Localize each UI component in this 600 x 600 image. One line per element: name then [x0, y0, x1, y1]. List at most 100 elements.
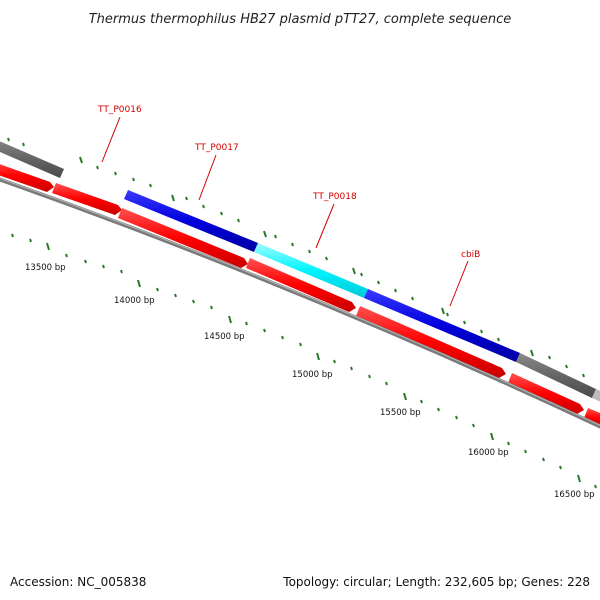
position-label: 14000 bp [114, 296, 155, 306]
backbone-line [0, 177, 600, 429]
outer-tick-track [7, 137, 585, 378]
outer-tick [352, 267, 356, 275]
inner-tick [333, 359, 336, 364]
outer-tick [202, 204, 205, 209]
outer-tick [394, 288, 397, 293]
outer-tick [274, 234, 277, 239]
outer-tick [132, 177, 135, 182]
outer-tick [291, 242, 294, 247]
outer-tick [149, 183, 152, 188]
gene-label-tt-p0017[interactable]: TT_P0017 [194, 143, 239, 153]
inner-tick [350, 366, 353, 371]
inner-tick [420, 399, 423, 404]
outer-tick [530, 349, 534, 357]
inner-tick [174, 293, 177, 298]
outer-tick [79, 156, 83, 164]
gene-tt-p0018[interactable] [254, 243, 368, 298]
position-label: 16500 bp [554, 490, 595, 500]
inner-tick [299, 342, 302, 347]
inner-tick [263, 328, 266, 333]
inner-tick [577, 474, 581, 483]
inner-tick [46, 242, 50, 251]
gene-tt-p0017[interactable] [124, 190, 258, 252]
inner-tick [84, 259, 87, 264]
inner-tick [403, 392, 407, 401]
inner-tick [490, 432, 494, 441]
outer-tick [480, 329, 483, 334]
gene-grey-left[interactable] [0, 137, 64, 178]
gene-grey-right[interactable] [516, 353, 596, 398]
position-label: 15500 bp [380, 408, 421, 418]
red-gene[interactable] [0, 160, 54, 192]
inner-tick [228, 315, 232, 324]
red-gene[interactable] [118, 208, 248, 268]
position-label: 15000 bp [292, 370, 333, 380]
outer-tick [237, 218, 240, 223]
position-label: 13500 bp [25, 263, 66, 273]
inner-tick [102, 264, 105, 269]
position-labels: 13500 bp 14000 bp 14500 bp 15000 bp 1550… [25, 263, 595, 500]
red-gene[interactable] [584, 408, 600, 428]
red-gene-row [0, 160, 600, 428]
inner-tick [542, 457, 545, 462]
outer-tick [185, 196, 188, 201]
inner-tick-track [11, 233, 597, 489]
outer-tick [441, 307, 445, 315]
leader-line-tt-p0017 [198, 154, 217, 201]
outer-tick [263, 230, 267, 238]
outer-tick [22, 142, 25, 147]
inner-tick [455, 415, 458, 420]
inner-tick [210, 305, 213, 310]
map-title: Thermus thermophilus HB27 plasmid pTT27,… [89, 12, 512, 27]
upper-gene-row [0, 137, 600, 405]
red-gene[interactable] [246, 258, 356, 312]
inner-tick [559, 465, 562, 470]
outer-tick [325, 256, 328, 261]
accession-text: Accession: NC_005838 [10, 575, 146, 589]
gene-label-tt-p0018[interactable]: TT_P0018 [312, 192, 357, 202]
topology-text: Topology: circular; Length: 232,605 bp; … [282, 575, 590, 589]
inner-tick [524, 449, 527, 454]
inner-tick [472, 423, 475, 428]
outer-tick [497, 337, 500, 342]
inner-tick [137, 279, 141, 288]
inner-tick [437, 407, 440, 412]
gene-light-grey-edge[interactable] [592, 389, 600, 405]
outer-tick [548, 355, 551, 360]
inner-tick [385, 381, 388, 386]
red-gene[interactable] [508, 373, 584, 414]
gene-label-tt-p0016[interactable]: TT_P0016 [97, 105, 142, 115]
outer-tick [463, 320, 466, 325]
outer-tick [7, 137, 10, 142]
red-gene[interactable] [356, 306, 506, 378]
backbone [0, 177, 600, 429]
outer-tick [411, 296, 414, 301]
inner-tick [507, 441, 510, 446]
outer-tick [446, 312, 449, 317]
inner-tick [192, 299, 195, 304]
outer-tick [377, 280, 380, 285]
inner-tick [120, 269, 123, 274]
inner-tick [368, 374, 371, 379]
leader-line-cbib [449, 260, 469, 307]
position-label: 14500 bp [204, 332, 245, 342]
outer-tick [360, 272, 363, 277]
outer-tick [220, 211, 223, 216]
position-label: 16000 bp [468, 448, 509, 458]
inner-tick [65, 253, 68, 258]
outer-tick [565, 364, 568, 369]
inner-tick [11, 233, 14, 238]
inner-tick [156, 287, 159, 292]
gene-label-cbib[interactable]: cbiB [461, 250, 480, 260]
red-gene[interactable] [52, 183, 122, 215]
inner-tick [316, 352, 320, 361]
gene-labels [101, 116, 469, 307]
leader-line-tt-p0018 [315, 203, 335, 249]
outer-tick [114, 171, 117, 176]
outer-tick [308, 249, 311, 254]
inner-tick [29, 238, 32, 243]
outer-tick [171, 194, 175, 202]
inner-tick [281, 335, 284, 340]
gene-cbib[interactable] [364, 289, 520, 362]
